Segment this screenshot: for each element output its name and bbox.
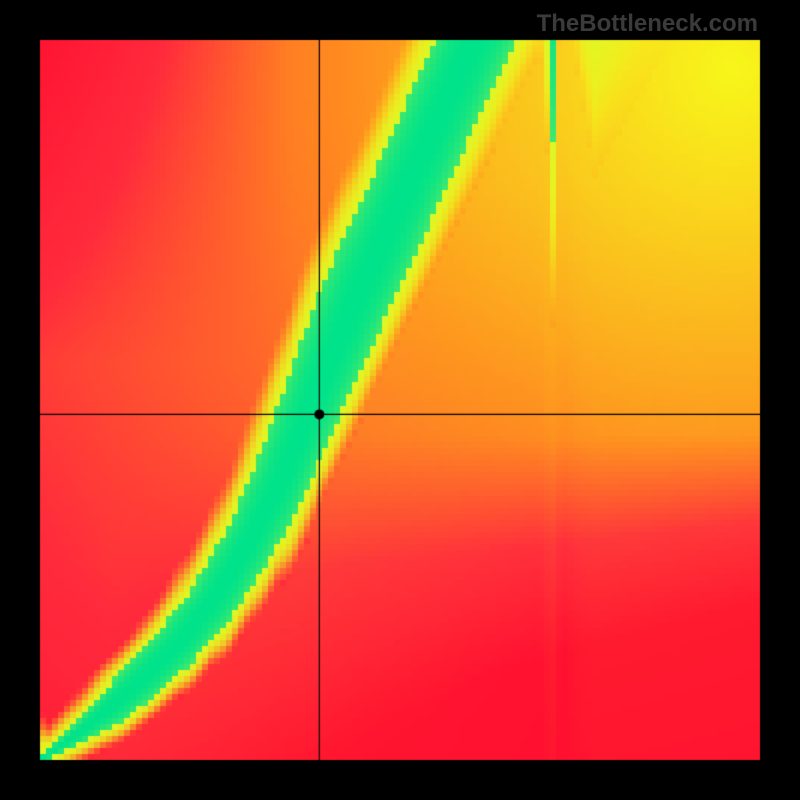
watermark-text: TheBottleneck.com bbox=[537, 10, 758, 38]
chart-container: TheBottleneck.com bbox=[0, 0, 800, 800]
bottleneck-heatmap bbox=[0, 0, 800, 800]
